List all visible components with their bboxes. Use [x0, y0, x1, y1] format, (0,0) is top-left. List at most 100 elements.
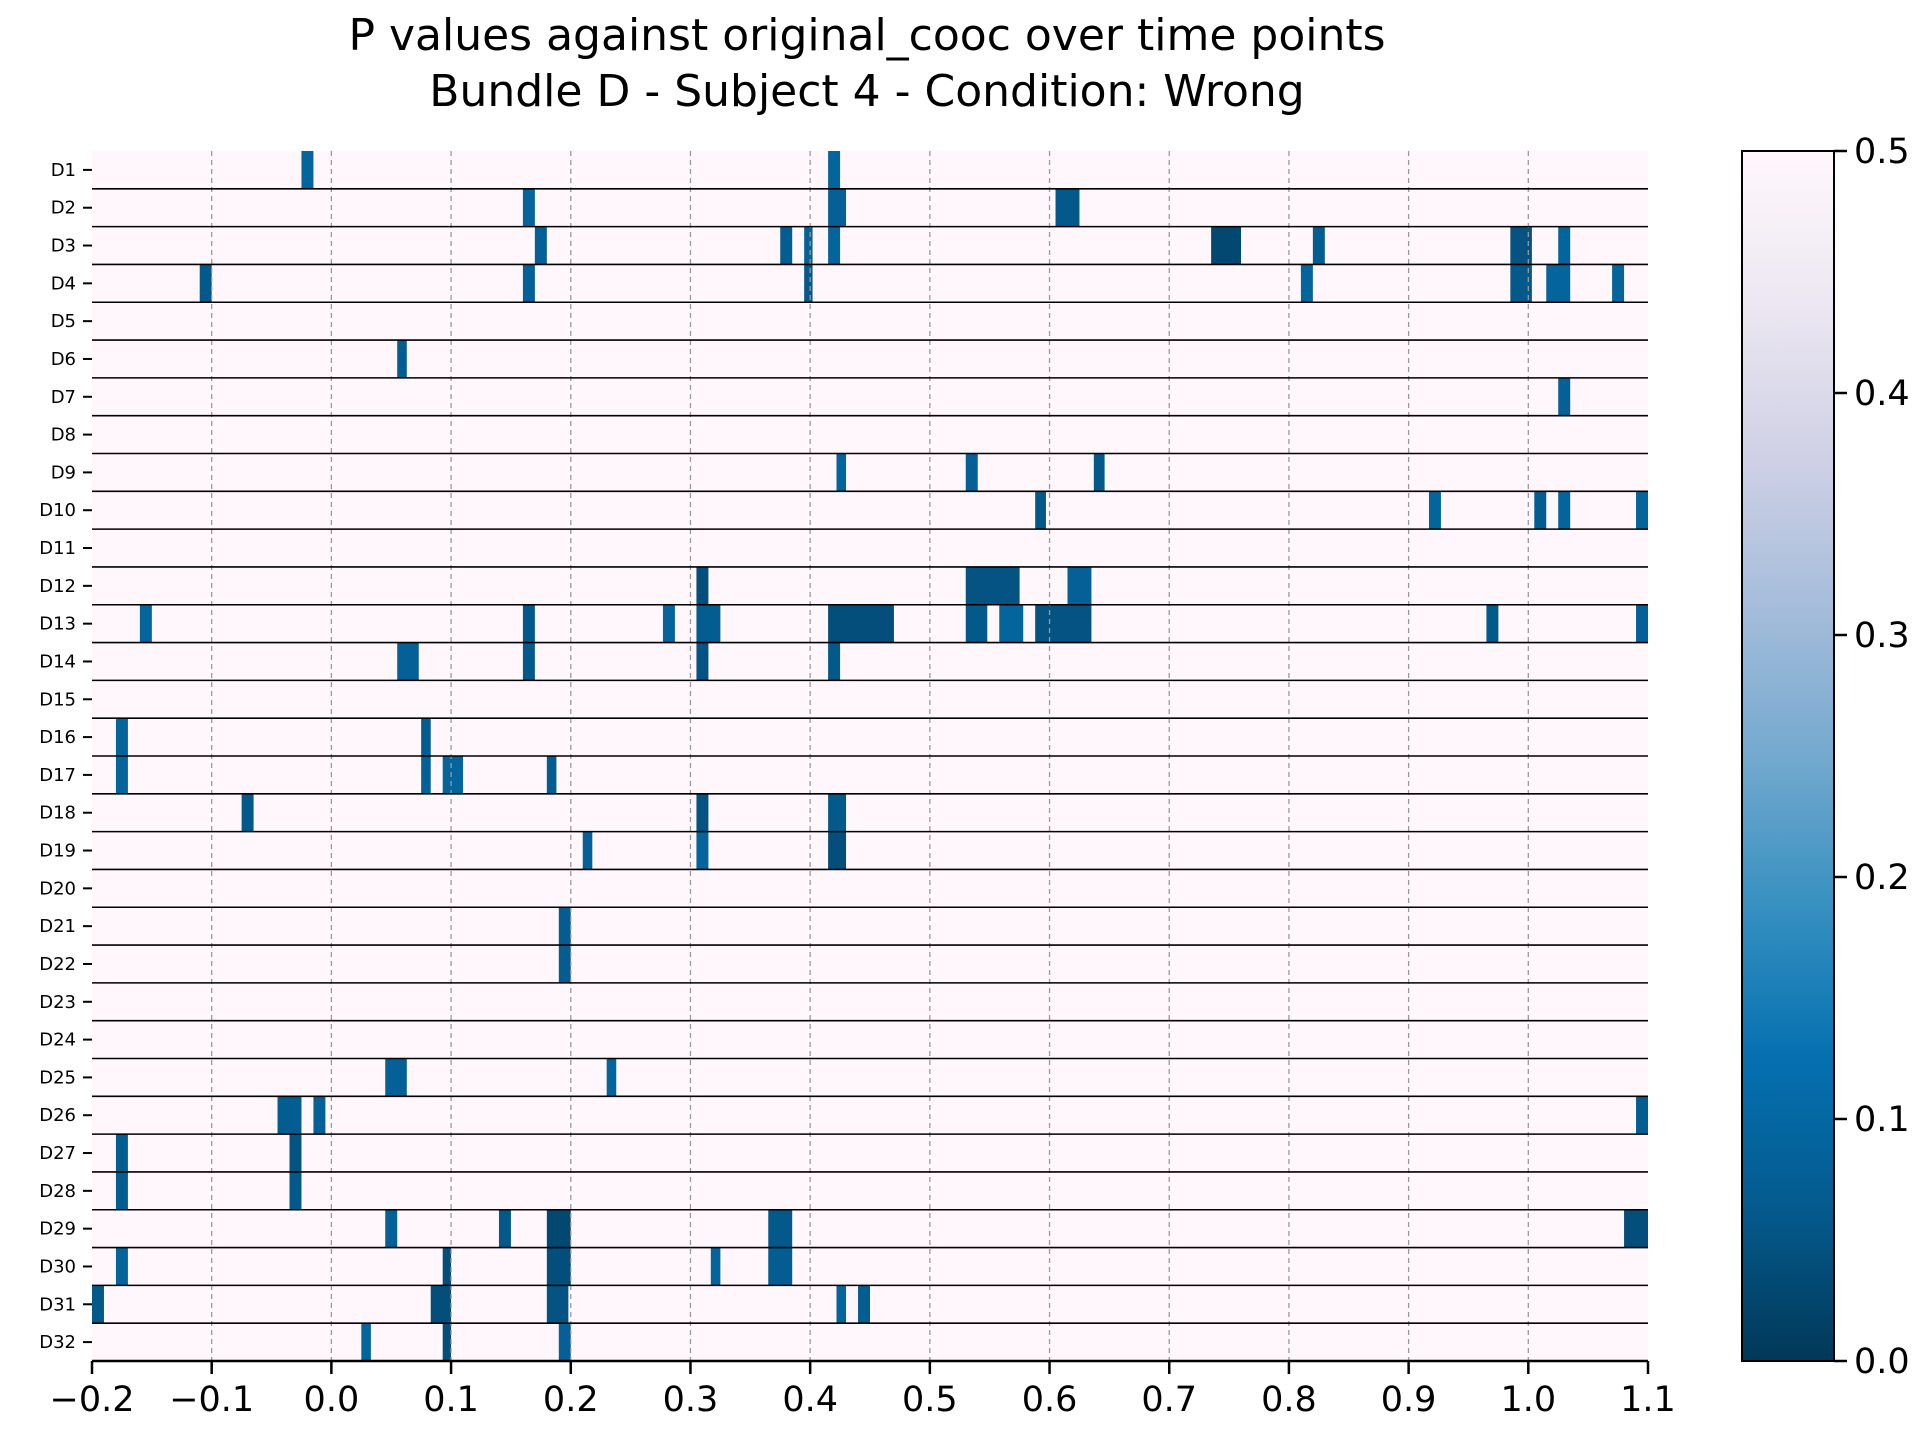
heatmap-row-d18	[241, 793, 847, 832]
heatmap-cell	[1546, 264, 1571, 303]
heatmap-cell	[836, 1285, 847, 1324]
heatmap-cell	[442, 1247, 452, 1286]
heatmap-row-d28	[115, 1171, 302, 1210]
heatmap-cell	[115, 1134, 128, 1172]
heatmap-cell	[397, 642, 419, 681]
heatmap-row-d32	[361, 1323, 571, 1361]
heatmap-cell	[1558, 377, 1571, 416]
y-tick-label: D5	[51, 311, 76, 332]
heatmap-row-d26	[277, 1096, 1648, 1135]
y-tick-label: D31	[39, 1294, 76, 1315]
heatmap-cell	[546, 756, 557, 794]
y-tick-label: D22	[39, 954, 76, 975]
heatmap-cell	[115, 1171, 128, 1210]
colorbar-tick-label: 0.2	[1854, 858, 1910, 898]
x-tick-label: 0.4	[782, 1380, 838, 1420]
heatmap-cell	[115, 756, 128, 794]
heatmap-cell	[768, 1247, 793, 1286]
heatmap-cell	[1636, 1096, 1648, 1135]
colorbar-gradient	[1741, 150, 1835, 1362]
colorbar-tick-label: 0.1	[1854, 1100, 1910, 1140]
y-tick-label: D28	[39, 1181, 76, 1202]
y-tick-label: D12	[39, 576, 76, 597]
heatmap-cell	[139, 604, 152, 643]
y-tick-label: D9	[51, 462, 76, 483]
heatmap-cell	[498, 1209, 511, 1248]
x-tick-label: 0.2	[543, 1380, 599, 1420]
heatmap-row-d21	[558, 907, 571, 946]
heatmap-cell	[780, 226, 793, 265]
heatmap-cell	[313, 1096, 326, 1135]
x-tick-label: 1.1	[1620, 1380, 1676, 1420]
y-tick-label: D30	[39, 1256, 76, 1277]
heatmap-cell	[301, 151, 314, 189]
x-tick-label: 0.1	[423, 1380, 479, 1420]
heatmap-cell	[696, 642, 709, 681]
heatmap-cell	[92, 1285, 104, 1324]
heatmap-cell	[115, 1247, 128, 1286]
y-tick-label: D23	[39, 992, 76, 1013]
heatmap-row-d29	[385, 1209, 1648, 1248]
x-tick-label: 0.8	[1261, 1380, 1317, 1420]
heatmap-row-d22	[558, 945, 571, 983]
heatmap-row-d14	[397, 642, 841, 681]
heatmap-cell	[965, 604, 988, 643]
heatmap-cell	[241, 793, 254, 832]
heatmap-cell	[1067, 566, 1092, 605]
heatmap-cell	[828, 604, 894, 643]
heatmap-cell	[804, 226, 813, 265]
y-tick-label: D1	[51, 160, 76, 181]
heatmap-row-d2	[522, 188, 1080, 227]
heatmap-cell	[1558, 491, 1571, 530]
x-tick-label: 1.0	[1500, 1380, 1556, 1420]
heatmap-cell	[999, 604, 1024, 643]
y-tick-label: D16	[39, 727, 76, 748]
x-tick-label: −0.1	[169, 1380, 254, 1420]
heatmap-cell	[582, 831, 593, 870]
heatmap-cell	[696, 566, 709, 605]
heatmap-cell	[1211, 226, 1242, 265]
y-tick-label: D2	[51, 198, 76, 219]
heatmap-cell	[710, 1247, 721, 1286]
heatmap-cell	[546, 1247, 571, 1286]
y-axis: D1 D2 D3 D4 D5 D6 D7 D8 D9 D10 D11 D12 D13 D14 D15 D16 D…	[39, 160, 92, 1353]
heatmap-row-d27	[115, 1134, 302, 1172]
heatmap-row-d17	[115, 756, 557, 794]
heatmap-cell	[696, 793, 709, 832]
heatmap-cell	[828, 642, 841, 681]
heatmap-cell	[696, 604, 721, 643]
colorbar-tick-label: 0.5	[1854, 132, 1910, 172]
y-tick-label: D7	[51, 387, 76, 408]
y-tick-label: D17	[39, 765, 76, 786]
row-separators	[92, 188, 1648, 1324]
heatmap-cell	[828, 793, 847, 832]
heatmap-cell	[1612, 264, 1625, 303]
colorbar-tick-label: 0.0	[1854, 1342, 1910, 1382]
y-tick-label: D4	[51, 273, 76, 294]
heatmap-cell	[1428, 491, 1441, 530]
heatmap-cell	[546, 1285, 569, 1324]
heatmap-cell	[546, 1209, 571, 1248]
heatmap-cell	[1093, 453, 1105, 492]
heatmap-cell	[522, 264, 535, 303]
heatmap-cell	[828, 151, 841, 189]
x-axis: −0.2 −0.1 0.0 0.1 0.2 0.3 0.4 0.5 0.6 0.7 0.8 0.9 1.…	[50, 1359, 1676, 1420]
heatmap-row-d3	[534, 226, 1571, 265]
heatmap-cell	[558, 1323, 571, 1361]
y-tick-label: D21	[39, 916, 76, 937]
y-tick-label: D32	[39, 1332, 76, 1353]
heatmap-rows	[92, 151, 1648, 1361]
heatmap-cell	[277, 1096, 302, 1135]
heatmap-cell	[1636, 491, 1648, 530]
heatmap-cell	[558, 945, 571, 983]
heatmap-cell	[199, 264, 212, 303]
heatmap-row-d4	[199, 264, 1625, 303]
x-tick-label: 0.9	[1381, 1380, 1437, 1420]
heatmap-cell	[397, 340, 407, 378]
heatmap-cell	[442, 756, 464, 794]
heatmap-cell	[1300, 264, 1313, 303]
heatmap-cell	[1636, 604, 1648, 643]
y-tick-label: D25	[39, 1067, 76, 1088]
heatmap-cell	[430, 1285, 452, 1324]
heatmap-cell	[828, 188, 847, 227]
